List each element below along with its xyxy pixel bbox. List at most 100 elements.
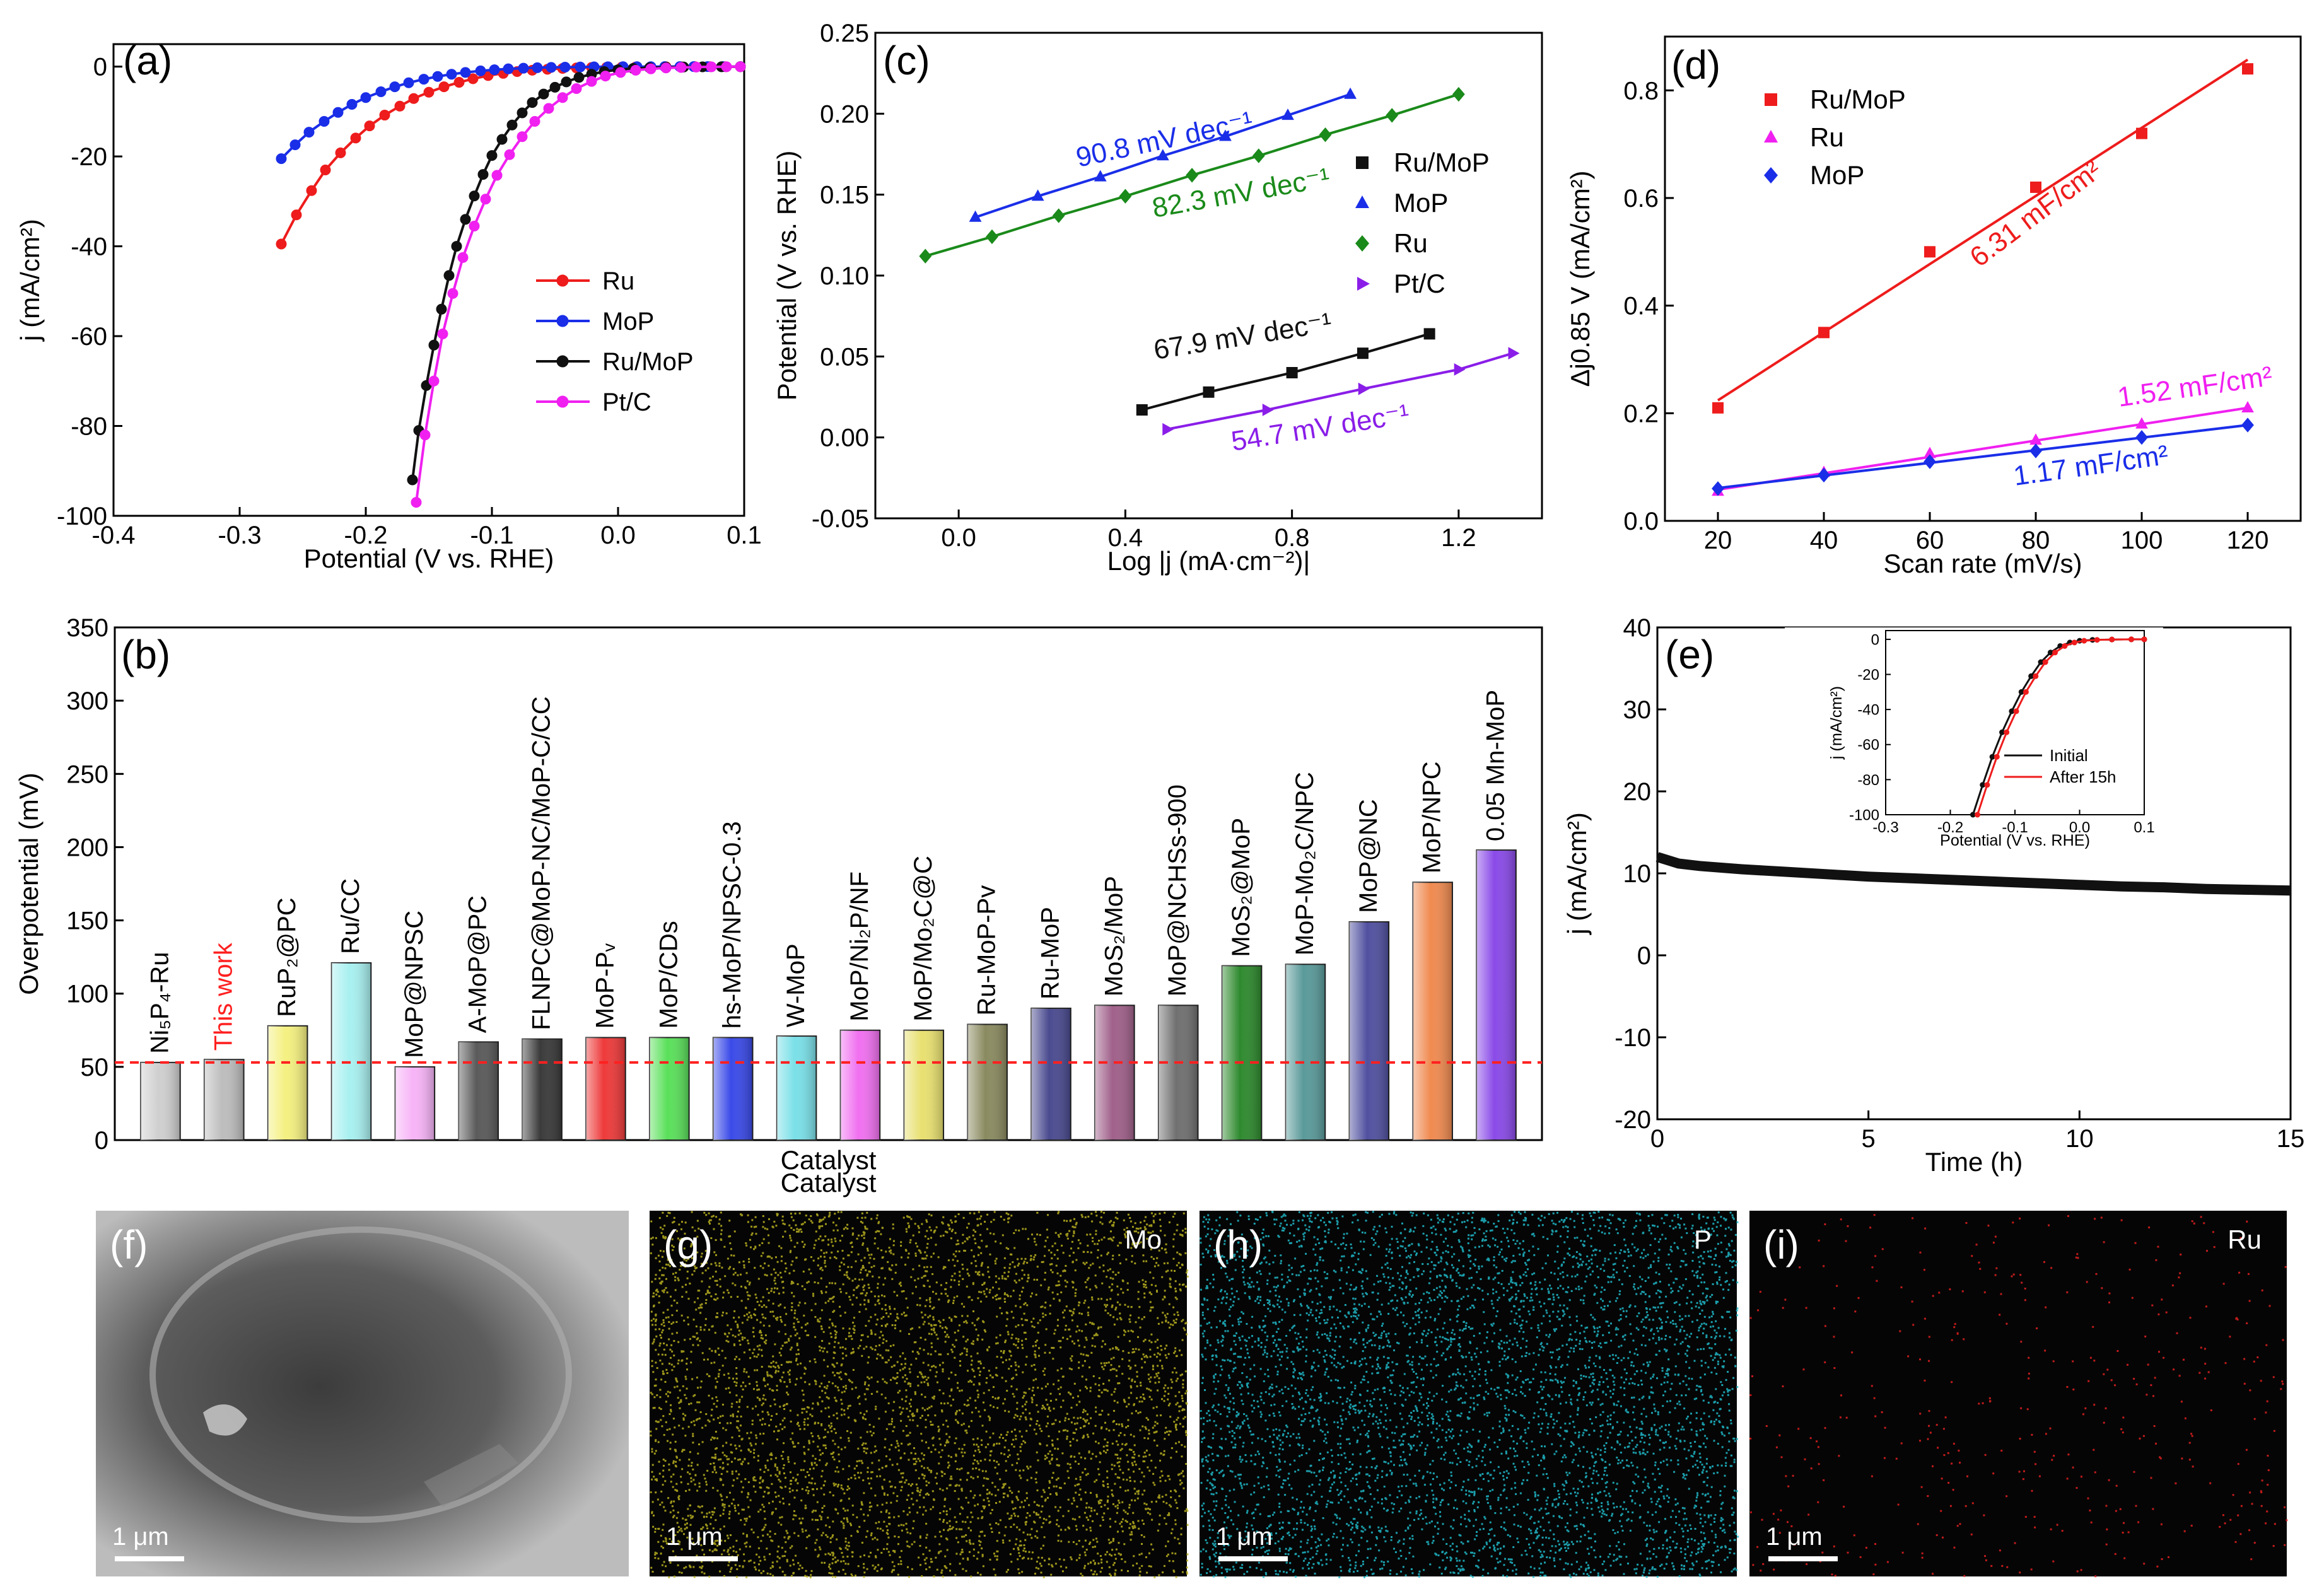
x-axis-label: Catalyst (781, 1145, 877, 1175)
legend-marker (1765, 93, 1777, 106)
data-point (735, 61, 746, 73)
bar-label: MoP@NCHSs-900 (1164, 784, 1191, 996)
panel-label: (e) (1665, 632, 1714, 677)
data-point (532, 62, 543, 73)
y-tick-label: 0.00 (820, 424, 869, 452)
data-point (1262, 404, 1274, 416)
bar-label: MoP@NC (1355, 799, 1382, 913)
bar-shade (141, 1062, 180, 1140)
y-tick-label: 0.15 (820, 182, 869, 209)
data-point (291, 209, 302, 221)
bar-shade (1222, 965, 1262, 1140)
slope-annotation: 90.8 mV dec⁻¹ (1073, 106, 1256, 173)
series-rumop (1136, 328, 1435, 416)
data-point (518, 62, 529, 74)
data-point (418, 74, 429, 85)
x-tick-label: 0.0 (941, 524, 976, 552)
legend-marker (556, 355, 569, 368)
image-panel-ru: Ru (i) 1 μm (1749, 1211, 2288, 1578)
bar-shade (331, 962, 371, 1140)
inset-background (1785, 627, 2163, 865)
inset-data-point (1970, 812, 1976, 818)
data-point (460, 67, 471, 78)
bar-shade (840, 1030, 880, 1140)
element-map-dots (650, 1211, 1189, 1578)
x-axis-label: Potential (V vs. RHE) (304, 544, 554, 573)
x-tick-label: 0.1 (2134, 819, 2154, 836)
data-point (446, 69, 457, 80)
x-tick-label: -0.2 (344, 521, 388, 549)
image-panel-sem: (f) 1 μm (96, 1211, 629, 1576)
legend: Ru MoP Ru/MoP Pt/C (536, 267, 694, 416)
panel-label: (b) (121, 632, 170, 677)
data-point (1119, 189, 1132, 204)
bar-label: hs-MoP/NPSC-0.3 (718, 821, 746, 1028)
data-point (437, 328, 448, 339)
bar-label: Ru-MoP-Pv (973, 885, 1001, 1016)
inset-data-point (2042, 659, 2048, 665)
data-point (1357, 347, 1369, 359)
y-axis-label: Potential (V vs. RHE) (772, 151, 802, 401)
x-tick-label: 5 (1862, 1125, 1876, 1153)
data-point (496, 134, 508, 145)
bar-shade (1413, 882, 1452, 1140)
y-tick-label: -20 (1614, 1106, 1651, 1134)
scale-bar (1218, 1556, 1288, 1561)
bar-label: RuP₂@PC (273, 897, 301, 1017)
map-background (1200, 1211, 1737, 1576)
bar-shade (967, 1024, 1007, 1140)
y-tick-label: 200 (66, 834, 108, 861)
bar-label: This work (209, 942, 237, 1051)
data-point (1386, 108, 1399, 123)
inset-data-point (1984, 782, 1990, 788)
scale-bar-label: 1 μm (666, 1523, 723, 1551)
x-tick-label: 0 (1650, 1125, 1664, 1153)
data-point (1358, 382, 1370, 395)
plot-frame (114, 626, 1543, 1141)
y-tick-label: -100 (57, 503, 107, 530)
y-tick-label: 0.20 (820, 100, 869, 128)
x-axis-label: Catalyst (781, 1168, 877, 1197)
bar-shade (1095, 1005, 1135, 1140)
inset-data-point (1999, 729, 2005, 735)
data-point (428, 375, 440, 387)
data-point (2029, 443, 2042, 458)
data-point (428, 339, 440, 351)
plot-frame (112, 43, 745, 517)
y-tick-label: -100 (1849, 807, 1879, 824)
y-tick-label: 0.10 (820, 262, 869, 290)
inset-data-point (2023, 689, 2029, 695)
legend: Ru/MoP MoP Ru Pt/C (1355, 148, 1490, 298)
data-point (549, 81, 561, 93)
bar-label: W-MoP (782, 943, 810, 1027)
legend-label: Pt/C (602, 388, 651, 416)
data-point (2135, 430, 2148, 445)
data-point (543, 103, 554, 114)
data-point (1344, 87, 1357, 99)
inset-data-point (1980, 782, 1986, 788)
sem-image (96, 1211, 629, 1576)
data-point (475, 65, 486, 76)
legend-marker (556, 395, 569, 408)
y-tick-label: -80 (71, 413, 107, 441)
bar-shade (1285, 964, 1326, 1140)
slope-annotation: 82.3 mV dec⁻¹ (1150, 162, 1332, 224)
data-point (1712, 481, 1724, 496)
data-point (630, 64, 641, 76)
x-tick-label: 120 (2227, 527, 2269, 554)
data-point (1452, 86, 1465, 102)
y-tick-label: -60 (71, 323, 107, 351)
bar-label: MoS₂@MoP (1227, 818, 1255, 957)
data-point (546, 62, 557, 73)
data-point (1712, 402, 1724, 414)
data-point (332, 107, 344, 118)
inset-legend-label: Initial (2050, 746, 2088, 765)
data-point (1818, 467, 1830, 483)
data-point (517, 107, 528, 119)
data-point (503, 63, 514, 74)
bar-label: MoP-Mo₂C/NPC (1291, 772, 1319, 955)
series-line (411, 65, 741, 481)
inset-data-point (2033, 673, 2039, 679)
legend-marker (1764, 130, 1778, 143)
x-tick-label: -0.3 (218, 521, 262, 549)
